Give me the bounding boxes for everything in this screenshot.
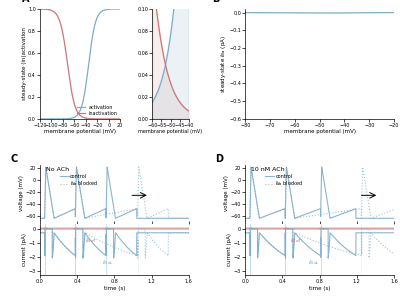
activation (38, 117, 42, 121)
Text: D: D (216, 154, 224, 164)
Text: $I_{NaT}$: $I_{NaT}$ (85, 237, 97, 245)
inactivation (98, 117, 103, 121)
X-axis label: time (s): time (s) (309, 286, 330, 291)
Y-axis label: steady-state $I_{Na}$ (pA): steady-state $I_{Na}$ (pA) (219, 35, 228, 93)
X-axis label: time (s): time (s) (104, 286, 125, 291)
Y-axis label: voltage (mV): voltage (mV) (224, 175, 229, 211)
activation (98, 11, 103, 14)
inactivation (85, 117, 90, 120)
X-axis label: membrane potential (mV): membrane potential (mV) (44, 129, 116, 135)
X-axis label: membrane potential (mV): membrane potential (mV) (138, 129, 202, 135)
Y-axis label: current (pA): current (pA) (228, 233, 232, 266)
activation (58, 117, 63, 121)
Text: A: A (22, 0, 30, 4)
activation (52, 117, 56, 121)
inactivation (74, 108, 79, 111)
inactivation (38, 7, 42, 11)
inactivation (52, 10, 56, 14)
Legend: control, $I_{Na}$ blocked: control, $I_{Na}$ blocked (263, 172, 306, 190)
activation (74, 114, 79, 118)
activation (91, 29, 96, 32)
Line: inactivation: inactivation (40, 9, 120, 119)
activation (118, 7, 123, 11)
Legend: control, $I_{Na}$ blocked: control, $I_{Na}$ blocked (58, 172, 100, 190)
X-axis label: membrane potential (mV): membrane potential (mV) (284, 129, 356, 135)
Text: $I_{NaL}$: $I_{NaL}$ (102, 258, 114, 267)
inactivation (58, 22, 63, 26)
Legend: activation, inactivation: activation, inactivation (75, 103, 119, 118)
Text: No ACh: No ACh (46, 167, 69, 172)
inactivation (118, 117, 123, 121)
inactivation (91, 117, 96, 120)
Text: C: C (10, 154, 18, 164)
Y-axis label: voltage (mV): voltage (mV) (19, 175, 24, 211)
Y-axis label: steady-state (in)activation: steady-state (in)activation (22, 28, 27, 100)
Text: B: B (212, 0, 220, 4)
Text: $I_{NaT}$: $I_{NaT}$ (290, 237, 303, 245)
Text: 10 nM ACh: 10 nM ACh (251, 167, 285, 172)
activation (85, 74, 90, 77)
Text: $I_{NaL}$: $I_{NaL}$ (308, 258, 320, 267)
Line: activation: activation (40, 9, 120, 119)
Y-axis label: current (pA): current (pA) (22, 233, 27, 266)
